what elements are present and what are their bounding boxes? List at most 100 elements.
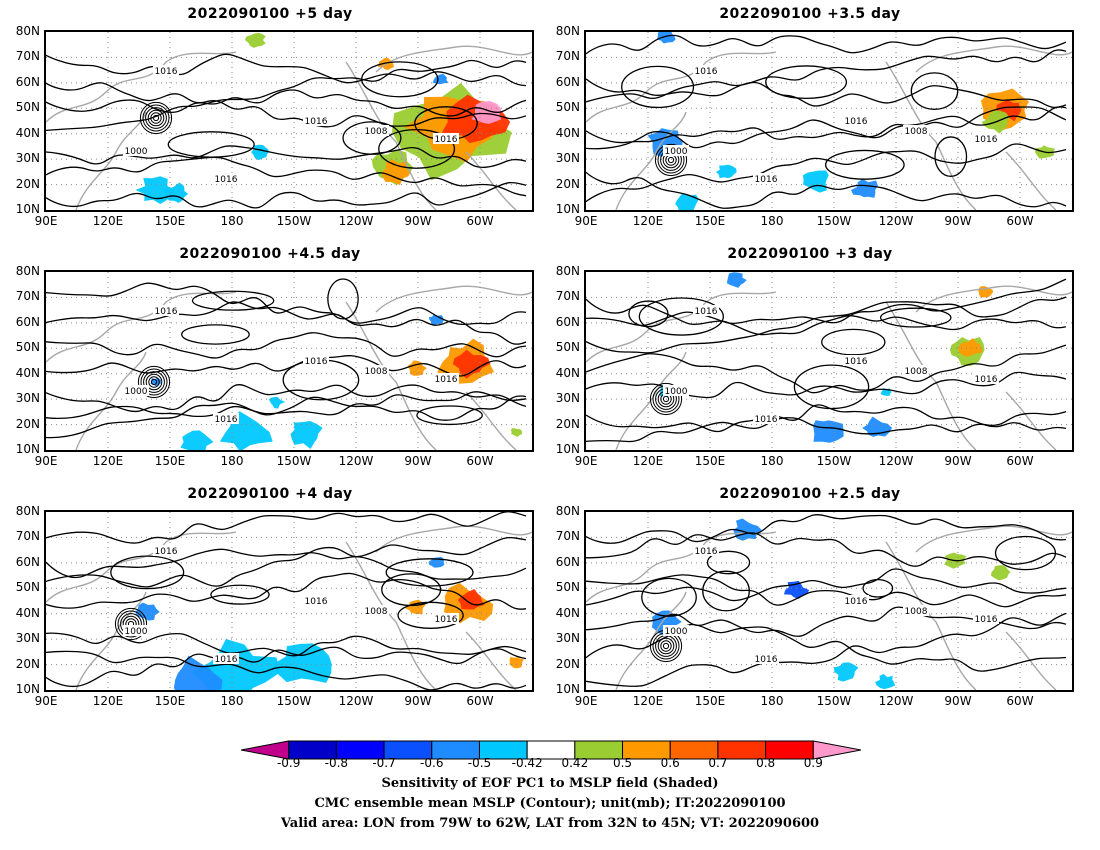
mslp-contour [994, 535, 1057, 571]
sensitivity-shading [813, 420, 844, 443]
map-frame: 1016 1016 1016 1000 1008 1016 [44, 30, 534, 212]
y-tick-label: 30N [15, 631, 40, 646]
colorbar-tick-label: -0.5 [467, 756, 492, 770]
mslp-contour [586, 34, 1067, 55]
x-tick-label: 150W [816, 694, 852, 708]
x-tick-label: 150W [816, 214, 852, 228]
coastline [915, 285, 1072, 313]
cyclone-contour [145, 107, 167, 129]
coastline [586, 51, 777, 123]
contour-label: 1016 [435, 375, 458, 385]
mslp-contour [586, 612, 1067, 687]
mslp-contour [586, 171, 1067, 209]
panel-title: 2022090100 +5 day [187, 6, 353, 22]
x-tick-label: 90E [574, 214, 598, 228]
x-tick-label: 120W [878, 214, 914, 228]
coastline [615, 111, 687, 210]
map-frame: 1016 1016 1016 1000 1008 1016 [44, 510, 534, 692]
y-tick-label: 40N [555, 365, 580, 380]
contour-label: 1000 [125, 387, 148, 397]
y-tick-label: 60N [555, 314, 580, 329]
sensitivity-shading [135, 602, 160, 621]
mslp-contour [862, 578, 894, 598]
panel-4: 2022090100 +3 day 80N 70N 60N 50N 40N 30N 20N 1… [540, 240, 1080, 470]
contour-label: 1008 [905, 127, 928, 137]
coastline [46, 51, 237, 123]
y-tick-label: 30N [555, 151, 580, 166]
coastline [615, 351, 687, 450]
coastline [1005, 391, 1057, 450]
mslp-contour [586, 278, 1067, 327]
x-tick-label: 150E [694, 454, 726, 468]
coastline [885, 541, 977, 690]
contour-label: 1000 [665, 627, 688, 637]
mslp-contour [641, 577, 697, 617]
caption-line-1: Sensitivity of EOF PC1 to MSLP field (Sh… [381, 776, 719, 791]
mslp-contour [586, 344, 1067, 394]
coastline [375, 45, 532, 73]
x-tick-label: 150W [276, 454, 312, 468]
y-tick-label: 80N [555, 504, 580, 518]
mslp-contour [586, 296, 1067, 354]
mslp-contour [586, 514, 1067, 544]
cyclone-contour [662, 642, 670, 650]
x-tick-label: 90E [34, 454, 58, 468]
mslp-contour [46, 632, 527, 657]
contour-label: 1000 [665, 387, 688, 397]
cyclone-contour [147, 109, 165, 127]
y-tick-label: 10N [555, 442, 580, 456]
colorbar-tick-label: -0.42 [511, 756, 543, 770]
sensitivity-shading [273, 643, 332, 683]
contour-label: 1016 [305, 597, 328, 607]
contour-label: 1016 [435, 615, 458, 625]
x-tick-label: 180 [760, 454, 784, 468]
mslp-contour [46, 384, 527, 412]
sensitivity-shading [875, 673, 896, 690]
contour-label: 1016 [155, 307, 178, 317]
cyclone-contour [649, 382, 683, 416]
coastline [465, 151, 517, 210]
mslp-contour [934, 136, 968, 177]
x-tick-label: 120E [632, 454, 664, 468]
colorbar-tick-label: 0.42 [561, 756, 589, 770]
cyclone-contour [152, 114, 160, 122]
colorbar-tick-label: 0.8 [756, 756, 776, 770]
contour-label: 1000 [665, 147, 688, 157]
cyclone-contour [143, 371, 165, 393]
map-plot: 1016 1016 1016 1000 1008 1016 [46, 32, 532, 210]
x-tick-label: 90W [944, 454, 972, 468]
contour-label: 1016 [215, 415, 238, 425]
mslp-contour [361, 61, 439, 98]
colorbar-tick-label: 0.5 [612, 756, 633, 770]
y-tick-label: 80N [15, 504, 40, 518]
mslp-contour [46, 355, 527, 377]
y-tick-label: 20N [15, 416, 40, 431]
coastline [465, 631, 517, 690]
x-tick-label: 180 [220, 214, 244, 228]
y-tick-label: 10N [15, 202, 40, 216]
panel-3: 2022090100 +4.5 day 80N 70N 60N 50N 40N 30N 20… [0, 240, 540, 470]
x-tick-label: 180 [760, 214, 784, 228]
mslp-contour [46, 650, 527, 690]
colorbar-tick-label: 0.6 [660, 756, 680, 770]
coastline [915, 45, 1072, 73]
sensitivity-shading [471, 101, 502, 124]
sensitivity-shading [958, 338, 983, 357]
sensitivity-shading [715, 164, 737, 179]
y-tick-label: 20N [555, 176, 580, 191]
contour-label: 1016 [695, 307, 718, 317]
cyclone-contour [139, 101, 173, 135]
mslp-contour [586, 574, 1067, 608]
map-plot: 1016 1016 1016 1000 1008 1016 [586, 512, 1072, 690]
mslp-contour [416, 405, 483, 426]
sensitivity-shading [382, 159, 411, 186]
map-frame: 1016 1016 1016 1000 1008 1016 [584, 270, 1074, 452]
cyclone-contour [137, 365, 171, 399]
map-frame: 1016 1016 1016 1000 1008 1016 [584, 30, 1074, 212]
sensitivity-shading [726, 272, 747, 288]
coastline [1005, 631, 1057, 690]
contour-label: 1016 [695, 547, 718, 557]
y-tick-label: 20N [15, 656, 40, 671]
y-tick-label: 60N [15, 74, 40, 89]
coastline [885, 61, 977, 210]
